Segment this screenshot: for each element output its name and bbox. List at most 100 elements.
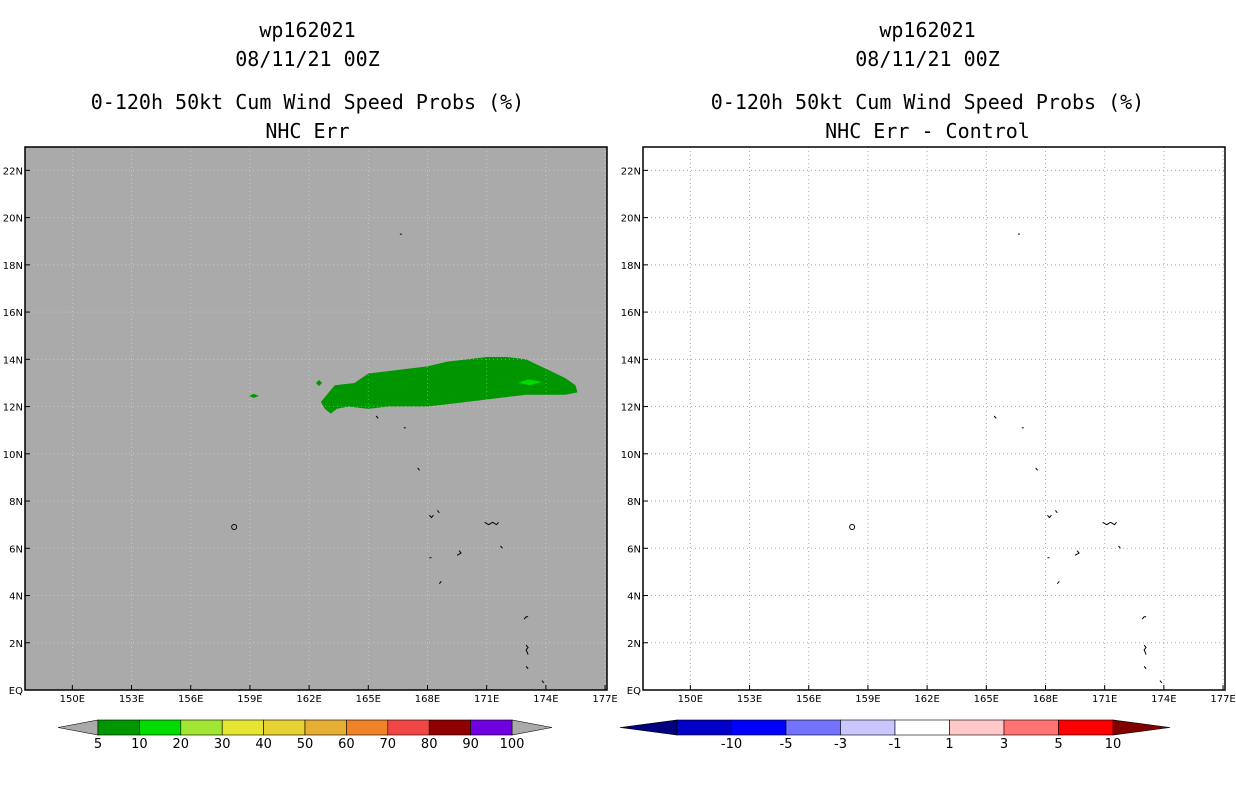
colorbar-segment: [346, 719, 389, 736]
colorbar-label: 10: [131, 737, 148, 752]
island-coastline: [436, 510, 440, 514]
right-colorbar: -10 -5 -3 -1 1 3 5 10: [619, 719, 1171, 752]
island-coastline: [1118, 545, 1121, 549]
lat-label: 16N: [3, 308, 23, 319]
lat-label: 2N: [9, 639, 23, 650]
colorbar-label: 20: [173, 737, 190, 752]
colorbar-segment: [263, 719, 306, 736]
island-coastline: [1056, 581, 1060, 585]
right-panel-title: wp162021 08/11/21 00Z 0-120h 50kt Cum Wi…: [640, 16, 1215, 146]
lat-label: EQ: [627, 686, 641, 697]
colorbar-segment: [1058, 719, 1114, 736]
island-coastline: [231, 524, 238, 531]
lon-label: 162E: [296, 694, 321, 705]
island-coastline: [456, 550, 462, 556]
colorbar-label: 3: [1000, 737, 1008, 752]
island-coastline: [1074, 550, 1080, 556]
lat-label: 4N: [627, 592, 641, 603]
colorbar-label: 80: [421, 737, 438, 752]
colorbar-segment: [676, 719, 732, 736]
colorbar-segment: [949, 719, 1005, 736]
lat-label: EQ: [9, 686, 23, 697]
lat-label: 12N: [621, 403, 641, 414]
lat-label: 14N: [621, 355, 641, 366]
colorbar-segment: [97, 719, 140, 736]
island-coastline: [1035, 467, 1038, 471]
colorbar-label: 90: [462, 737, 479, 752]
panel-subtitle: NHC Err: [265, 119, 350, 143]
colorbar-label: 40: [255, 737, 272, 752]
island-coastline: [525, 666, 529, 670]
lat-label: 20N: [621, 214, 641, 225]
island-coastline: [1047, 514, 1052, 519]
island-coastline: [541, 680, 545, 684]
lon-label: 171E: [1092, 694, 1117, 705]
storm-id: wp162021: [879, 18, 976, 42]
forecast-time: 08/11/21 00Z: [855, 47, 1000, 71]
colorbar-segment: [180, 719, 223, 736]
lon-label: 177E: [1210, 694, 1235, 705]
colorbar-segment: [731, 719, 787, 736]
lon-label: 162E: [914, 694, 939, 705]
lat-label: 12N: [3, 403, 23, 414]
island-coastline: [375, 415, 379, 419]
lon-label: 156E: [796, 694, 821, 705]
island-coastline: [429, 514, 434, 519]
lon-label: 168E: [1033, 694, 1058, 705]
colorbar-segment: [139, 719, 182, 736]
colorbar-label: -5: [780, 737, 793, 752]
island-coastline: [484, 521, 499, 526]
lon-label: 177E: [592, 694, 617, 705]
lon-label: 153E: [737, 694, 762, 705]
colorbar-segment: [304, 719, 347, 736]
island-coastline: [993, 415, 997, 419]
lat-label: 20N: [3, 214, 23, 225]
island-coastline: [523, 616, 529, 620]
lat-label: 22N: [621, 166, 641, 177]
lon-label: 168E: [415, 694, 440, 705]
lon-label: 150E: [678, 694, 703, 705]
lat-label: 8N: [627, 497, 641, 508]
lat-label: 10N: [3, 450, 23, 461]
colorbar-extend-low: [619, 719, 678, 736]
lon-label: 153E: [119, 694, 144, 705]
map-frame: [24, 146, 608, 691]
lon-label: 171E: [474, 694, 499, 705]
island-coastline: [438, 581, 442, 585]
panel-subtitle: NHC Err - Control: [825, 119, 1030, 143]
left-panel-title: wp162021 08/11/21 00Z 0-120h 50kt Cum Wi…: [20, 16, 595, 146]
colorbar-segment: [221, 719, 264, 736]
map-background: [643, 147, 1225, 690]
product-name: 0-120h 50kt Cum Wind Speed Probs (%): [710, 90, 1145, 114]
lon-label: 150E: [60, 694, 85, 705]
island-coastline: [1102, 521, 1117, 526]
colorbar-label: 50: [297, 737, 314, 752]
lon-label: 159E: [237, 694, 262, 705]
lat-label: 14N: [3, 355, 23, 366]
colorbar-segment: [428, 719, 471, 736]
colorbar-label: -10: [721, 737, 742, 752]
product-name: 0-120h 50kt Cum Wind Speed Probs (%): [90, 90, 525, 114]
island-coastline: [1054, 510, 1058, 514]
colorbar-label: 60: [338, 737, 355, 752]
island-coastline: [1143, 666, 1147, 670]
left-colorbar: 5 10 20 30 40 50 60 70 80 90 100: [57, 719, 553, 752]
island-coastline: [1159, 680, 1163, 684]
island-coastline: [849, 524, 856, 531]
colorbar-label: 5: [94, 737, 102, 752]
island-coastline: [500, 545, 503, 549]
island-coastline: [417, 467, 420, 471]
wind-probability-core: [518, 379, 542, 386]
left-map-panel: 150E 153E 156E 159E 162E 165E 168E 171E 174E 177E…: [3, 146, 618, 705]
forecast-time: 08/11/21 00Z: [235, 47, 380, 71]
colorbar-extend-low: [57, 719, 99, 736]
storm-id: wp162021: [259, 18, 356, 42]
colorbar-label: 30: [214, 737, 231, 752]
lat-label: 18N: [621, 261, 641, 272]
colorbar-segment: [470, 719, 513, 736]
island-coastline: [525, 644, 529, 655]
colorbar-segment: [387, 719, 430, 736]
colorbar-segment: [840, 719, 896, 736]
lon-label: 165E: [356, 694, 381, 705]
